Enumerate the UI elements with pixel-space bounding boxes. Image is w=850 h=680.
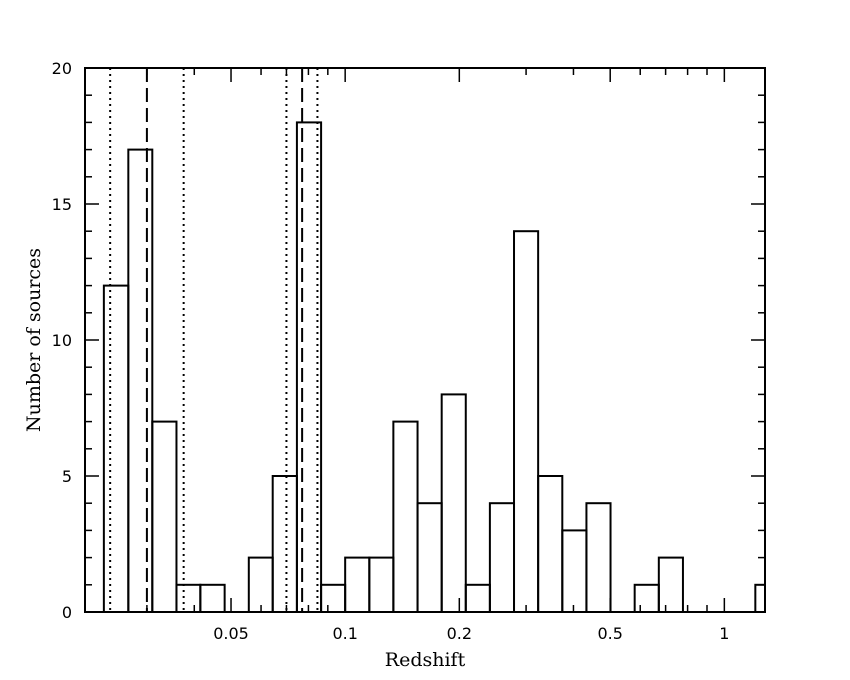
histogram-bar (488, 502, 516, 614)
x-tick-label: 0.2 (447, 624, 472, 643)
y-tick-label: 10 (52, 331, 72, 350)
y-axis-title: Number of sources (23, 248, 45, 432)
reference-lines (109, 68, 319, 612)
y-tick-label: 20 (52, 59, 72, 78)
histogram-bar (127, 148, 154, 613)
histogram-bar (271, 475, 298, 613)
x-tick-label: 0.05 (213, 624, 249, 643)
histogram-bar (344, 556, 371, 613)
y-tick-label: 5 (62, 467, 72, 486)
histogram-bar (102, 284, 130, 613)
histogram-bar (247, 556, 274, 613)
histogram-bar (561, 529, 588, 614)
histogram-bar (464, 583, 491, 613)
histogram-bar (368, 556, 395, 613)
histogram-bar (416, 502, 443, 614)
y-tick-label: 15 (52, 195, 72, 214)
histogram-bars (102, 121, 767, 614)
histogram-bar (320, 583, 347, 613)
histogram-bar (440, 393, 467, 613)
x-tick-label: 0.1 (332, 624, 357, 643)
histogram-bar (175, 583, 202, 613)
x-axis-title: Redshift (385, 649, 466, 671)
y-tick-label: 0 (62, 603, 72, 622)
histogram-bar (754, 583, 767, 613)
histogram-bar (537, 475, 564, 613)
histogram-bar (392, 420, 419, 613)
histogram-bar (633, 583, 660, 613)
x-tick-label: 0.5 (597, 624, 622, 643)
histogram-bar (513, 230, 540, 613)
histogram-bar (199, 583, 226, 613)
histogram-bar (151, 420, 178, 613)
plot-frame (84, 67, 766, 613)
histogram-bar (585, 502, 612, 614)
axis-ticks (85, 67, 765, 613)
x-tick-label: 1 (719, 624, 729, 643)
histogram-bar (657, 556, 684, 613)
